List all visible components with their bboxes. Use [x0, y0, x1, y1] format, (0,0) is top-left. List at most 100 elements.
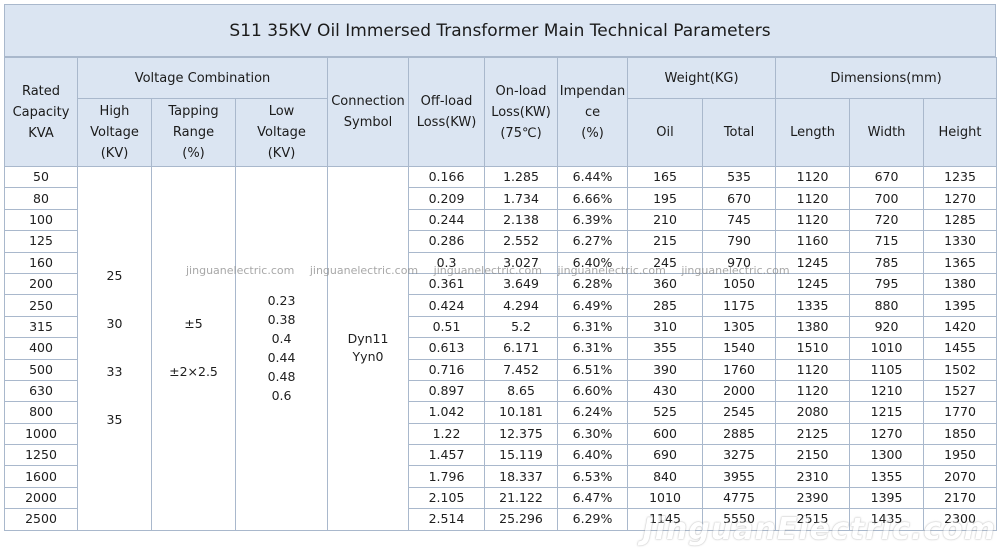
cell-oil: 195 [627, 187, 704, 210]
cell-length: 2080 [775, 401, 851, 424]
table-row: 200 0.361 3.649 6.28% 360 1050 1245 795 1380 [4, 272, 998, 296]
table-row: 160 0.3 3.027 6.40% 245 970 1245 785 1365 [4, 251, 998, 274]
table-row: 1000 1.22 12.375 6.30% 600 2885 2125 1270 1850 [4, 422, 998, 446]
cell-total: 670 [702, 187, 777, 210]
low-voltage-value: 0.48 [267, 368, 296, 384]
cell-impedance: 6.31% [557, 315, 629, 339]
cell-height: 1420 [923, 315, 998, 339]
table-row: 500 0.716 7.452 6.51% 390 1760 1120 1105 1502 [4, 358, 998, 381]
cell-onload-loss: 2.552 [484, 230, 559, 253]
cell-height: 1365 [923, 251, 998, 274]
tapping-range-value: ±5 [184, 316, 203, 332]
cell-height: 1270 [923, 187, 998, 210]
cell-oil: 525 [627, 401, 704, 424]
cell-width: 670 [849, 165, 925, 189]
cell-width: 1210 [849, 379, 925, 403]
cell-height: 2300 [923, 508, 998, 531]
cell-offload-loss: 1.796 [408, 465, 486, 488]
cell-offload-loss: 1.22 [408, 422, 486, 446]
cell-total: 1175 [702, 294, 777, 317]
header-rated-capacity: Rated Capacity KVA [4, 57, 78, 167]
cell-offload-loss: 2.105 [408, 486, 486, 510]
cell-capacity: 2000 [4, 486, 78, 510]
cell-offload-loss: 0.613 [408, 337, 486, 360]
parameters-table: Rated Capacity KVA Voltage Combination Con… [4, 57, 998, 531]
header-height: Height [923, 98, 998, 167]
high-voltage-value: 33 [106, 364, 123, 380]
table-row: 1600 1.796 18.337 6.53% 840 3955 2310 1355 2070 [4, 465, 998, 488]
cell-total: 2545 [702, 401, 777, 424]
cell-height: 1527 [923, 379, 998, 403]
header-length: Length [775, 98, 851, 167]
cell-capacity: 250 [4, 294, 78, 317]
cell-length: 1160 [775, 230, 851, 253]
cell-oil: 165 [627, 165, 704, 189]
header-dimensions: Dimensions(mm) [775, 57, 998, 99]
cell-length: 2310 [775, 465, 851, 488]
cell-oil: 245 [627, 251, 704, 274]
cell-capacity: 200 [4, 272, 78, 296]
table-row: 400 0.613 6.171 6.31% 355 1540 1510 1010 1455 [4, 337, 998, 360]
table-row: 50 25 30 33 35 ±5 ±2×2.5 [4, 165, 998, 531]
cell-offload-loss: 0.424 [408, 294, 486, 317]
cell-oil: 310 [627, 315, 704, 339]
cell-capacity: 400 [4, 337, 78, 360]
cell-width: 795 [849, 272, 925, 296]
cell-total: 2885 [702, 422, 777, 446]
high-voltage-value: 25 [106, 268, 123, 284]
table-row: 800 1.042 10.181 6.24% 525 2545 2080 1215 1770 [4, 401, 998, 424]
cell-offload-loss: 0.244 [408, 208, 486, 232]
cell-length: 1245 [775, 251, 851, 274]
cell-height: 1285 [923, 208, 998, 232]
table-row: 250 0.424 4.294 6.49% 285 1175 1335 880 1395 [4, 294, 998, 317]
connection-symbol-value: Dyn11 [347, 331, 389, 347]
cell-width: 700 [849, 187, 925, 210]
cell-total: 535 [702, 165, 777, 189]
header-offload-loss: Off-load Loss(KW) [408, 57, 486, 167]
cell-offload-loss: 1.042 [408, 401, 486, 424]
cell-impedance: 6.44% [557, 165, 629, 189]
cell-onload-loss: 10.181 [484, 401, 559, 424]
cell-onload-loss: 21.122 [484, 486, 559, 510]
cell-height: 1235 [923, 165, 998, 189]
cell-onload-loss: 18.337 [484, 465, 559, 488]
cell-impedance: 6.40% [557, 444, 629, 467]
cell-height: 1395 [923, 294, 998, 317]
cell-capacity: 315 [4, 315, 78, 339]
header-onload-loss: On-load Loss(KW) (75℃) [484, 57, 559, 167]
table-row: 80 0.209 1.734 6.66% 195 670 1120 700 1270 [4, 187, 998, 210]
cell-capacity: 125 [4, 230, 78, 253]
cell-oil: 210 [627, 208, 704, 232]
cell-impedance: 6.29% [557, 508, 629, 531]
cell-length: 2125 [775, 422, 851, 446]
cell-onload-loss: 3.649 [484, 272, 559, 296]
table-row: 315 0.51 5.2 6.31% 310 1305 1380 920 1420 [4, 315, 998, 339]
cell-oil: 1145 [627, 508, 704, 531]
cell-offload-loss: 0.897 [408, 379, 486, 403]
high-voltage-value: 30 [106, 316, 123, 332]
cell-total: 745 [702, 208, 777, 232]
cell-oil: 285 [627, 294, 704, 317]
cell-total: 1305 [702, 315, 777, 339]
low-voltage-value: 0.44 [267, 349, 296, 365]
cell-offload-loss: 0.51 [408, 315, 486, 339]
header-low-voltage: Low Voltage (KV) [234, 98, 329, 167]
cell-capacity: 100 [4, 208, 78, 232]
cell-onload-loss: 15.119 [484, 444, 559, 467]
table-body: 50 25 30 33 35 ±5 ±2×2.5 [4, 165, 998, 531]
cell-offload-loss: 2.514 [408, 508, 486, 531]
cell-width: 720 [849, 208, 925, 232]
cell-length: 1510 [775, 337, 851, 360]
cell-width: 1395 [849, 486, 925, 510]
cell-total: 3955 [702, 465, 777, 488]
cell-oil: 360 [627, 272, 704, 296]
cell-onload-loss: 12.375 [484, 422, 559, 446]
cell-width: 1435 [849, 508, 925, 531]
cell-oil: 215 [627, 230, 704, 253]
header-impedance: Impendan ce (%) [557, 57, 629, 167]
table-row: 100 0.244 2.138 6.39% 210 745 1120 720 1285 [4, 208, 998, 232]
cell-capacity: 80 [4, 187, 78, 210]
tapping-range-value: ±2×2.5 [169, 364, 218, 380]
cell-total: 5550 [702, 508, 777, 531]
